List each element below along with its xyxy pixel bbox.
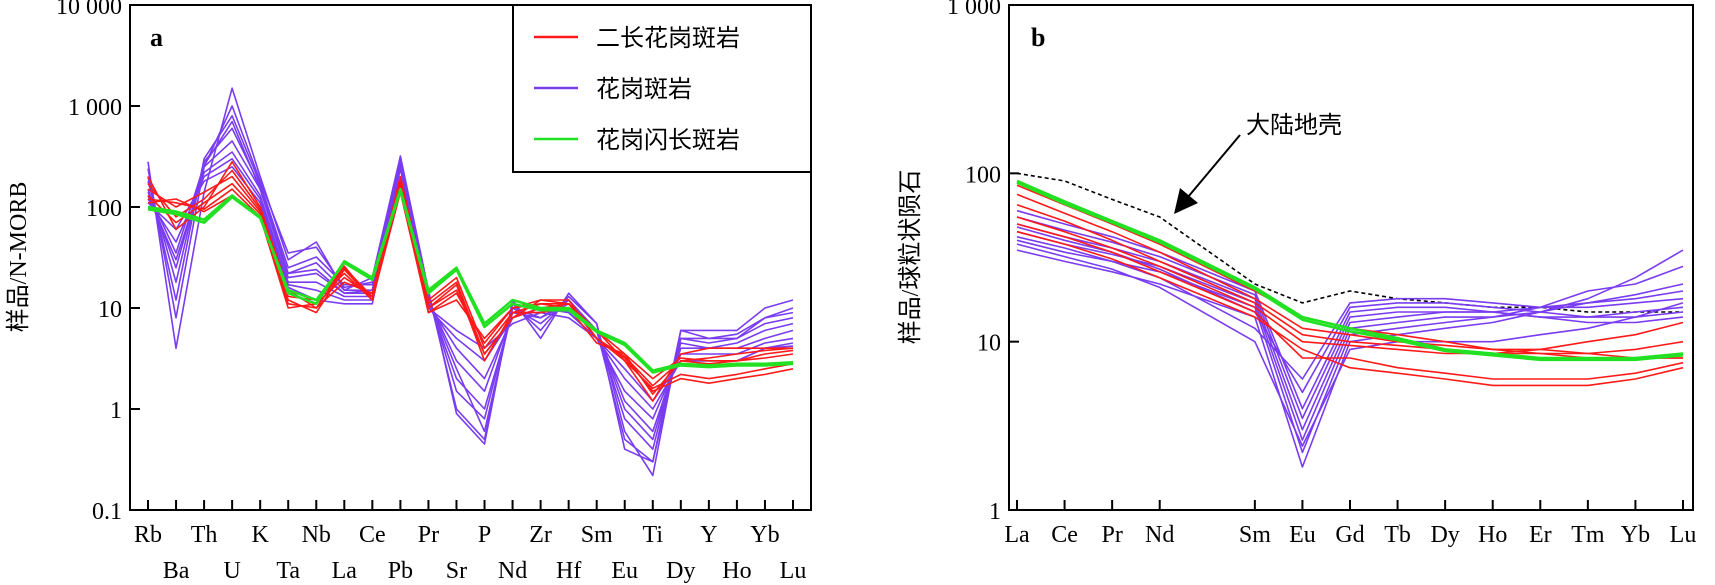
panel-b-series-gf-5 (1016, 209, 1684, 410)
panel-a-y-tick-label: 100 (86, 196, 122, 222)
panel-a-x-tick-label: Ce (359, 522, 386, 548)
panel-a-x-tick-label: Ba (163, 558, 190, 584)
panel-b-x-tick-label: Pr (1101, 522, 1122, 548)
panel-a-series-gf-8 (147, 120, 794, 463)
panel-a-y-tick-label: 1 000 (68, 95, 122, 121)
legend-label-gf: 花岗斑岩 (596, 76, 692, 103)
panel-b-y-tick-label: 1 (989, 499, 1001, 525)
panel-b-y-tick-label: 100 (965, 162, 1001, 188)
panel-a-legend: 二长花岗斑岩 花岗斑岩 花岗闪长斑岩 (512, 4, 812, 173)
panel-b-y-tick-label: 10 (977, 331, 1001, 357)
panel-a-x-tick-label: Ti (643, 522, 664, 548)
panel-b-x-tick-label: Dy (1430, 522, 1459, 548)
panel-a-series-ejt-9 (147, 161, 793, 402)
panel-a-x-tick-label: Y (700, 522, 717, 548)
panel-b-x-tick-label: Yb (1621, 522, 1650, 548)
panel-a-x-tick-label: Rb (134, 522, 162, 548)
panel-a-x-tick-label: Eu (611, 558, 638, 584)
panel-a-x-tick-label: Pb (388, 558, 413, 584)
panel-b-series-gf-1 (1016, 239, 1684, 454)
panel-a-x-tick-label: K (252, 522, 270, 548)
panel-a-series-gf-5 (147, 151, 794, 420)
panel-b-x-tick-label: Gd (1335, 522, 1364, 548)
panel-a-x-tick-label: Zr (529, 522, 552, 548)
crust-annotation-label: 大陆地壳 (1246, 112, 1342, 139)
panel-a-series-lines (147, 87, 794, 477)
panel-a-label: a (150, 23, 163, 52)
panel-a-series-gg-16 (147, 189, 794, 374)
panel-a-x-tick-label: Dy (666, 558, 695, 584)
panel-a-x-tick-label: Sm (581, 522, 613, 548)
panel-b-y-axis-title: 样品/球粒状陨石 (897, 170, 924, 345)
panel-b-series-gf-8 (1016, 243, 1684, 447)
panel-b-series-ejt-11 (1016, 204, 1684, 355)
panel-a-series-ejt-12 (147, 182, 794, 390)
panel-a-x-tick-label: Ho (722, 558, 751, 584)
panel-b-series-ejt-10 (1016, 193, 1683, 359)
panel-a-x-tick-label: Ta (276, 558, 300, 584)
panel-a-series-gf-3 (147, 127, 794, 441)
panel-a-x-tick-label: Th (191, 522, 218, 548)
panel-a-x-tick-label: Nd (498, 558, 527, 584)
panel-a-y-tick-label: 10 000 (56, 0, 122, 20)
panel-a-x-tick-label: Hf (556, 558, 581, 584)
panel-a-series-gf-0 (147, 87, 794, 477)
panel-b-label: b (1031, 23, 1045, 52)
panel-b-y-tick-label: 1 000 (947, 0, 1001, 20)
panel-a-x-tick-label: U (223, 558, 240, 584)
panel-b-x-tick-label: Lu (1670, 522, 1697, 548)
panel-b-plot-frame (1008, 4, 1694, 511)
panel-b-series-gg-16 (1016, 181, 1684, 362)
panel-b-x-tick-label: La (1004, 522, 1030, 548)
legend-label-ejt: 二长花岗斑岩 (596, 25, 740, 52)
panel-b-x-tick-label: Ho (1478, 522, 1507, 548)
panel-b-series-ejt-12 (1016, 216, 1684, 355)
panel-a-series-ejt-13 (147, 188, 794, 387)
legend-label-gg: 花岗闪长斑岩 (596, 127, 740, 154)
panel-b-series-ejt-14 (1016, 230, 1684, 387)
panel-b-x-tick-label: Tb (1384, 522, 1411, 548)
panel-b-series-gf-4 (1016, 216, 1684, 420)
panel-a-n-morb-diagram: 0.1 1 10 100 1 000 10 000 RbBaThUKTaNbLaCePbPr… (5, 0, 812, 584)
panel-b-series-lines (1016, 172, 1684, 468)
panel-b-ticks: 1 10 100 1 000 La Ce Pr Nd Sm Eu Gd Tb Dy Ho Er Tm Yb Lu (947, 0, 1696, 548)
panel-a-x-tick-label: Lu (780, 558, 807, 584)
panel-a-y-axis-title: 样品/N-MORB (5, 182, 32, 333)
panel-a-x-tick-label: Nb (302, 522, 331, 548)
panel-a-series-gg-15 (147, 187, 794, 372)
panel-a-y-tick-label: 0.1 (92, 499, 122, 525)
panel-b-x-tick-label: Eu (1289, 522, 1316, 548)
panel-a-y-tick-label: 1 (110, 398, 122, 424)
panel-b-x-tick-label: Ce (1051, 522, 1078, 548)
panel-a-ticks: 0.1 1 10 100 1 000 10 000 RbBaThUKTaNbLaCePbPr… (56, 0, 806, 584)
panel-b-x-tick-label: Tm (1571, 522, 1605, 548)
panel-b-x-tick-label: Nd (1145, 522, 1174, 548)
panel-a-x-tick-label: Pr (418, 522, 439, 548)
crust-annotation-arrow (1174, 134, 1241, 214)
panel-b-series-gg-15 (1016, 179, 1684, 360)
panel-a-series-gf-4 (147, 140, 794, 433)
panel-a-x-tick-label: Sr (446, 558, 467, 584)
panel-a-x-tick-label: P (478, 522, 491, 548)
panel-b-series-ejt-13 (1016, 223, 1684, 380)
panel-b-crust-line (1016, 172, 1683, 313)
panel-b-series-gf-7 (1016, 236, 1684, 380)
panel-a-plot-frame (129, 4, 812, 511)
panel-a-series-gf-2 (147, 115, 794, 451)
panel-b-x-tick-label: Sm (1239, 522, 1271, 548)
panel-a-x-tick-label: Yb (750, 522, 779, 548)
panel-b-x-tick-label: Er (1529, 522, 1552, 548)
panel-a-y-tick-label: 10 (98, 297, 122, 323)
panel-a-x-tick-label: La (332, 558, 358, 584)
